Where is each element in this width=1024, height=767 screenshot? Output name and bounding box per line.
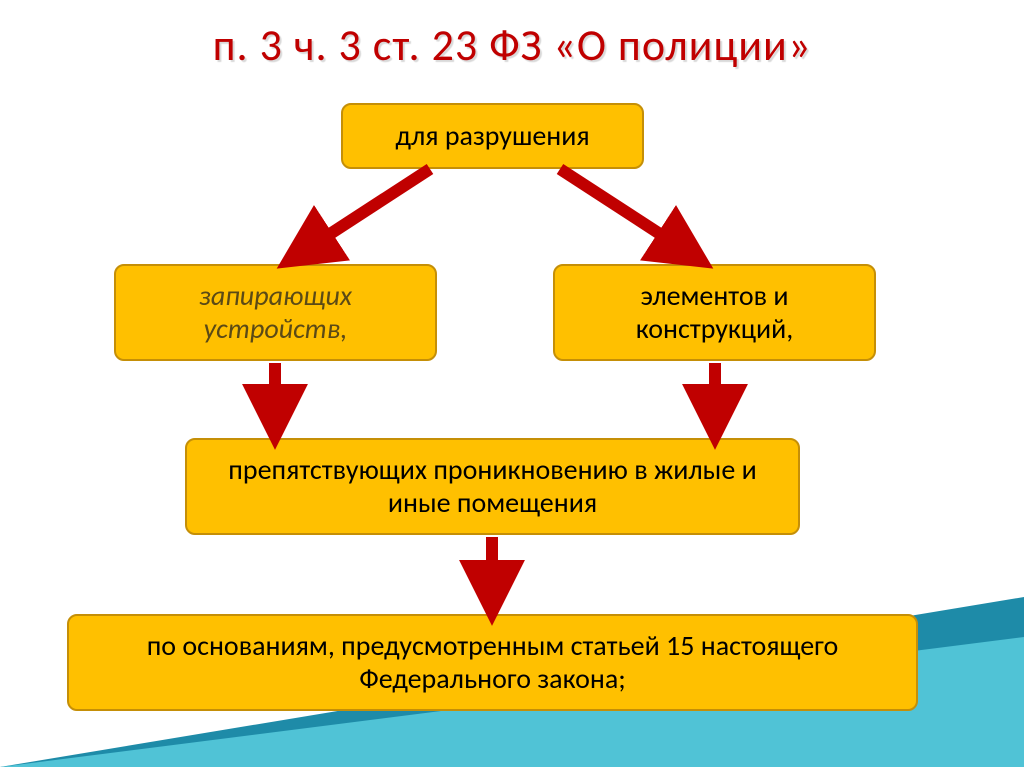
page-title: п. 3 ч. 3 ст. 23 ФЗ «О полиции»: [0, 18, 1024, 72]
box-right-label: элементов и конструкций,: [569, 280, 860, 344]
box-top: для разрушения: [341, 103, 644, 169]
box-bottom-label: по основаниям, предусмотренным статьей 1…: [83, 630, 902, 694]
box-right: элементов и конструкций,: [553, 264, 876, 361]
title-text: п. 3 ч. 3 ст. 23 ФЗ «О полиции»: [213, 18, 812, 72]
box-middle: препятствующих проникновению в жилые и и…: [185, 438, 800, 535]
box-bottom: по основаниям, предусмотренным статьей 1…: [67, 614, 918, 711]
box-left: запирающих устройств,: [114, 264, 437, 361]
box-top-label: для разрушения: [395, 120, 589, 152]
box-left-label: запирающих устройств,: [130, 280, 421, 344]
box-middle-label: препятствующих проникновению в жилые и и…: [201, 454, 784, 518]
